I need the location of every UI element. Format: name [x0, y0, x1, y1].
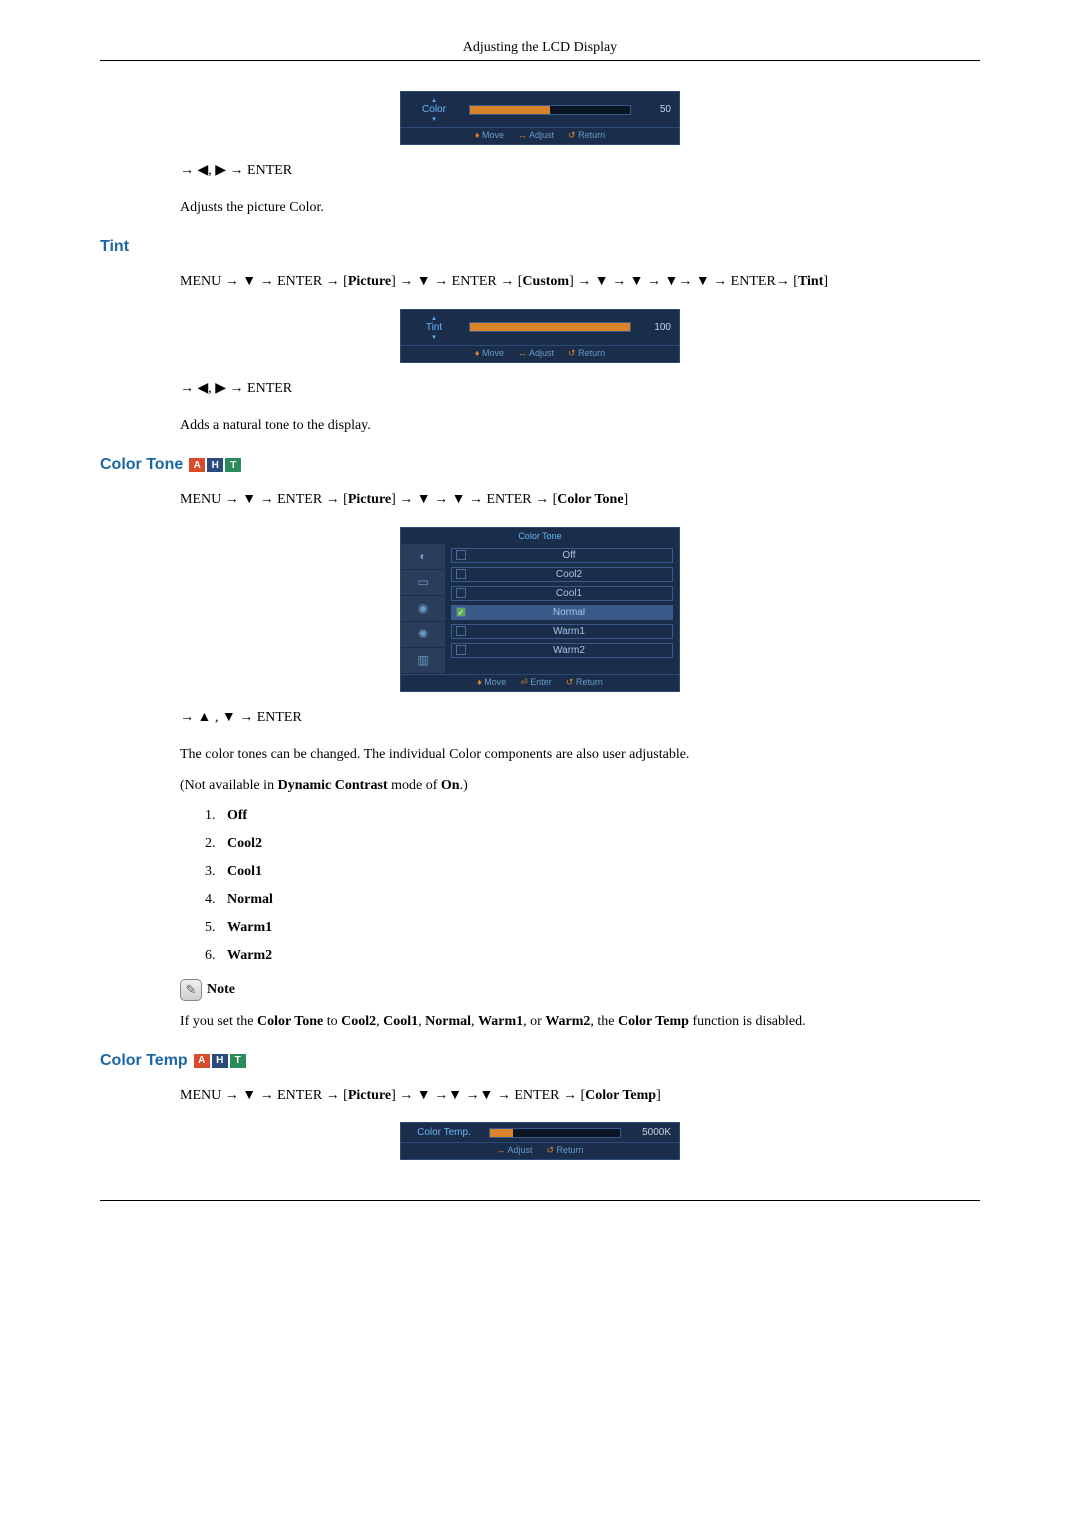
- osd-color-footer: ♦ Move ↔ Adjust ↺ Return: [401, 127, 679, 144]
- osd-colortemp-label: Color Temp.: [409, 1127, 479, 1138]
- bottom-rule: [100, 1200, 980, 1201]
- note-row: ✎ Note: [180, 979, 980, 1001]
- list-item: 4.Normal: [205, 892, 980, 908]
- list-item: 3.Cool1: [205, 864, 980, 880]
- badge-h-icon: H: [212, 1054, 228, 1068]
- desc-colortone-2: (Not available in Dynamic Contrast mode …: [180, 775, 980, 796]
- osd-tint-value: 100: [641, 322, 671, 333]
- desc-tint: Adds a natural tone to the display.: [180, 415, 980, 436]
- page-title: Adjusting the LCD Display: [100, 40, 980, 56]
- desc-color: Adjusts the picture Color.: [180, 197, 980, 218]
- menu-icon-sound: ◉: [401, 596, 445, 622]
- nav-after-colortone: → ▲ , ▼ → ENTER: [180, 707, 980, 729]
- menu-item-warm1: Warm1: [451, 624, 673, 639]
- note-icon: ✎: [180, 979, 202, 1001]
- osd-color-slider-wrap: ▴ Color ▾ 50 ♦ Move ↔ Adjust ↺ Return: [100, 91, 980, 145]
- menu-item-cool1: Cool1: [451, 586, 673, 601]
- osd-colortone-menu-title: Color Tone: [401, 528, 679, 544]
- osd-color-slider: ▴ Color ▾ 50 ♦ Move ↔ Adjust ↺ Return: [400, 91, 680, 145]
- menu-item-off: Off: [451, 548, 673, 563]
- osd-color-label: ▴ Color ▾: [409, 96, 459, 123]
- badge-a-icon: A: [189, 458, 205, 472]
- osd-colortemp-value: 5000K: [631, 1127, 671, 1138]
- heading-color-temp: Color Temp A H T: [100, 1052, 980, 1070]
- osd-colortemp-slider-wrap: Color Temp. 5000K ↔ Adjust ↺ Return: [100, 1122, 980, 1160]
- nav-after-tint: → ◀, ▶ → ENTER: [180, 378, 980, 400]
- nav-tint: MENU → ▼ → ENTER → [Picture] → ▼ → ENTER…: [180, 271, 980, 293]
- osd-colortone-menu-icons: ◐ ▭ ◉ ✺ ▥: [401, 544, 445, 674]
- menu-icon-picture: ◐: [401, 544, 445, 570]
- heading-tint: Tint: [100, 238, 980, 256]
- badge-a-icon: A: [194, 1054, 210, 1068]
- menu-item-warm2: Warm2: [451, 643, 673, 658]
- menu-item-cool2: Cool2: [451, 567, 673, 582]
- badge-t-icon: T: [230, 1054, 246, 1068]
- note-text: If you set the Color Tone to Cool2, Cool…: [180, 1011, 980, 1032]
- menu-icon-setup: ✺: [401, 622, 445, 648]
- badge-t-icon: T: [225, 458, 241, 472]
- nav-after-color: → ◀, ▶ → ENTER: [180, 160, 980, 182]
- heading-color-tone: Color Tone A H T: [100, 456, 980, 474]
- menu-icon-input: ▭: [401, 570, 445, 596]
- nav-colortemp: MENU → ▼ → ENTER → [Picture] → ▼ →▼ →▼ →…: [180, 1085, 980, 1107]
- colortemp-badges: A H T: [194, 1054, 246, 1068]
- osd-colortone-menu: Color Tone ◐ ▭ ◉ ✺ ▥ Off Cool2 Cool1 ✓No…: [400, 527, 680, 692]
- note-label: Note: [207, 982, 235, 998]
- list-item: 2.Cool2: [205, 836, 980, 852]
- osd-tint-slider: ▴ Tint ▾ 100 ♦ Move ↔ Adjust ↺ Return: [400, 309, 680, 363]
- osd-tint-footer: ♦ Move ↔ Adjust ↺ Return: [401, 345, 679, 362]
- osd-tint-label: ▴ Tint ▾: [409, 314, 459, 341]
- menu-icon-multi: ▥: [401, 648, 445, 674]
- osd-colortone-menu-wrap: Color Tone ◐ ▭ ◉ ✺ ▥ Off Cool2 Cool1 ✓No…: [100, 527, 980, 692]
- nav-colortone: MENU → ▼ → ENTER → [Picture] → ▼ → ▼ → E…: [180, 489, 980, 511]
- menu-item-normal: ✓Normal: [451, 605, 673, 620]
- top-rule: [100, 60, 980, 61]
- badge-h-icon: H: [207, 458, 223, 472]
- osd-tint-slider-wrap: ▴ Tint ▾ 100 ♦ Move ↔ Adjust ↺ Return: [100, 309, 980, 363]
- osd-colortemp-slider: Color Temp. 5000K ↔ Adjust ↺ Return: [400, 1122, 680, 1160]
- colortone-badges: A H T: [189, 458, 241, 472]
- desc-colortone-1: The color tones can be changed. The indi…: [180, 744, 980, 765]
- osd-colortone-menu-footer: ♦ Move ⏎ Enter ↺ Return: [401, 674, 679, 691]
- osd-colortemp-footer: ↔ Adjust ↺ Return: [401, 1142, 679, 1159]
- osd-tint-bar: [469, 322, 631, 332]
- osd-color-bar: [469, 105, 631, 115]
- list-item: 5.Warm1: [205, 920, 980, 936]
- osd-colortemp-bar: [489, 1128, 621, 1138]
- list-item: 6.Warm2: [205, 948, 980, 964]
- osd-colortone-menu-items: Off Cool2 Cool1 ✓Normal Warm1 Warm2: [445, 544, 679, 674]
- list-item: 1.Off: [205, 808, 980, 824]
- colortone-list: 1.Off 2.Cool2 3.Cool1 4.Normal 5.Warm1 6…: [205, 808, 980, 964]
- osd-color-value: 50: [641, 104, 671, 115]
